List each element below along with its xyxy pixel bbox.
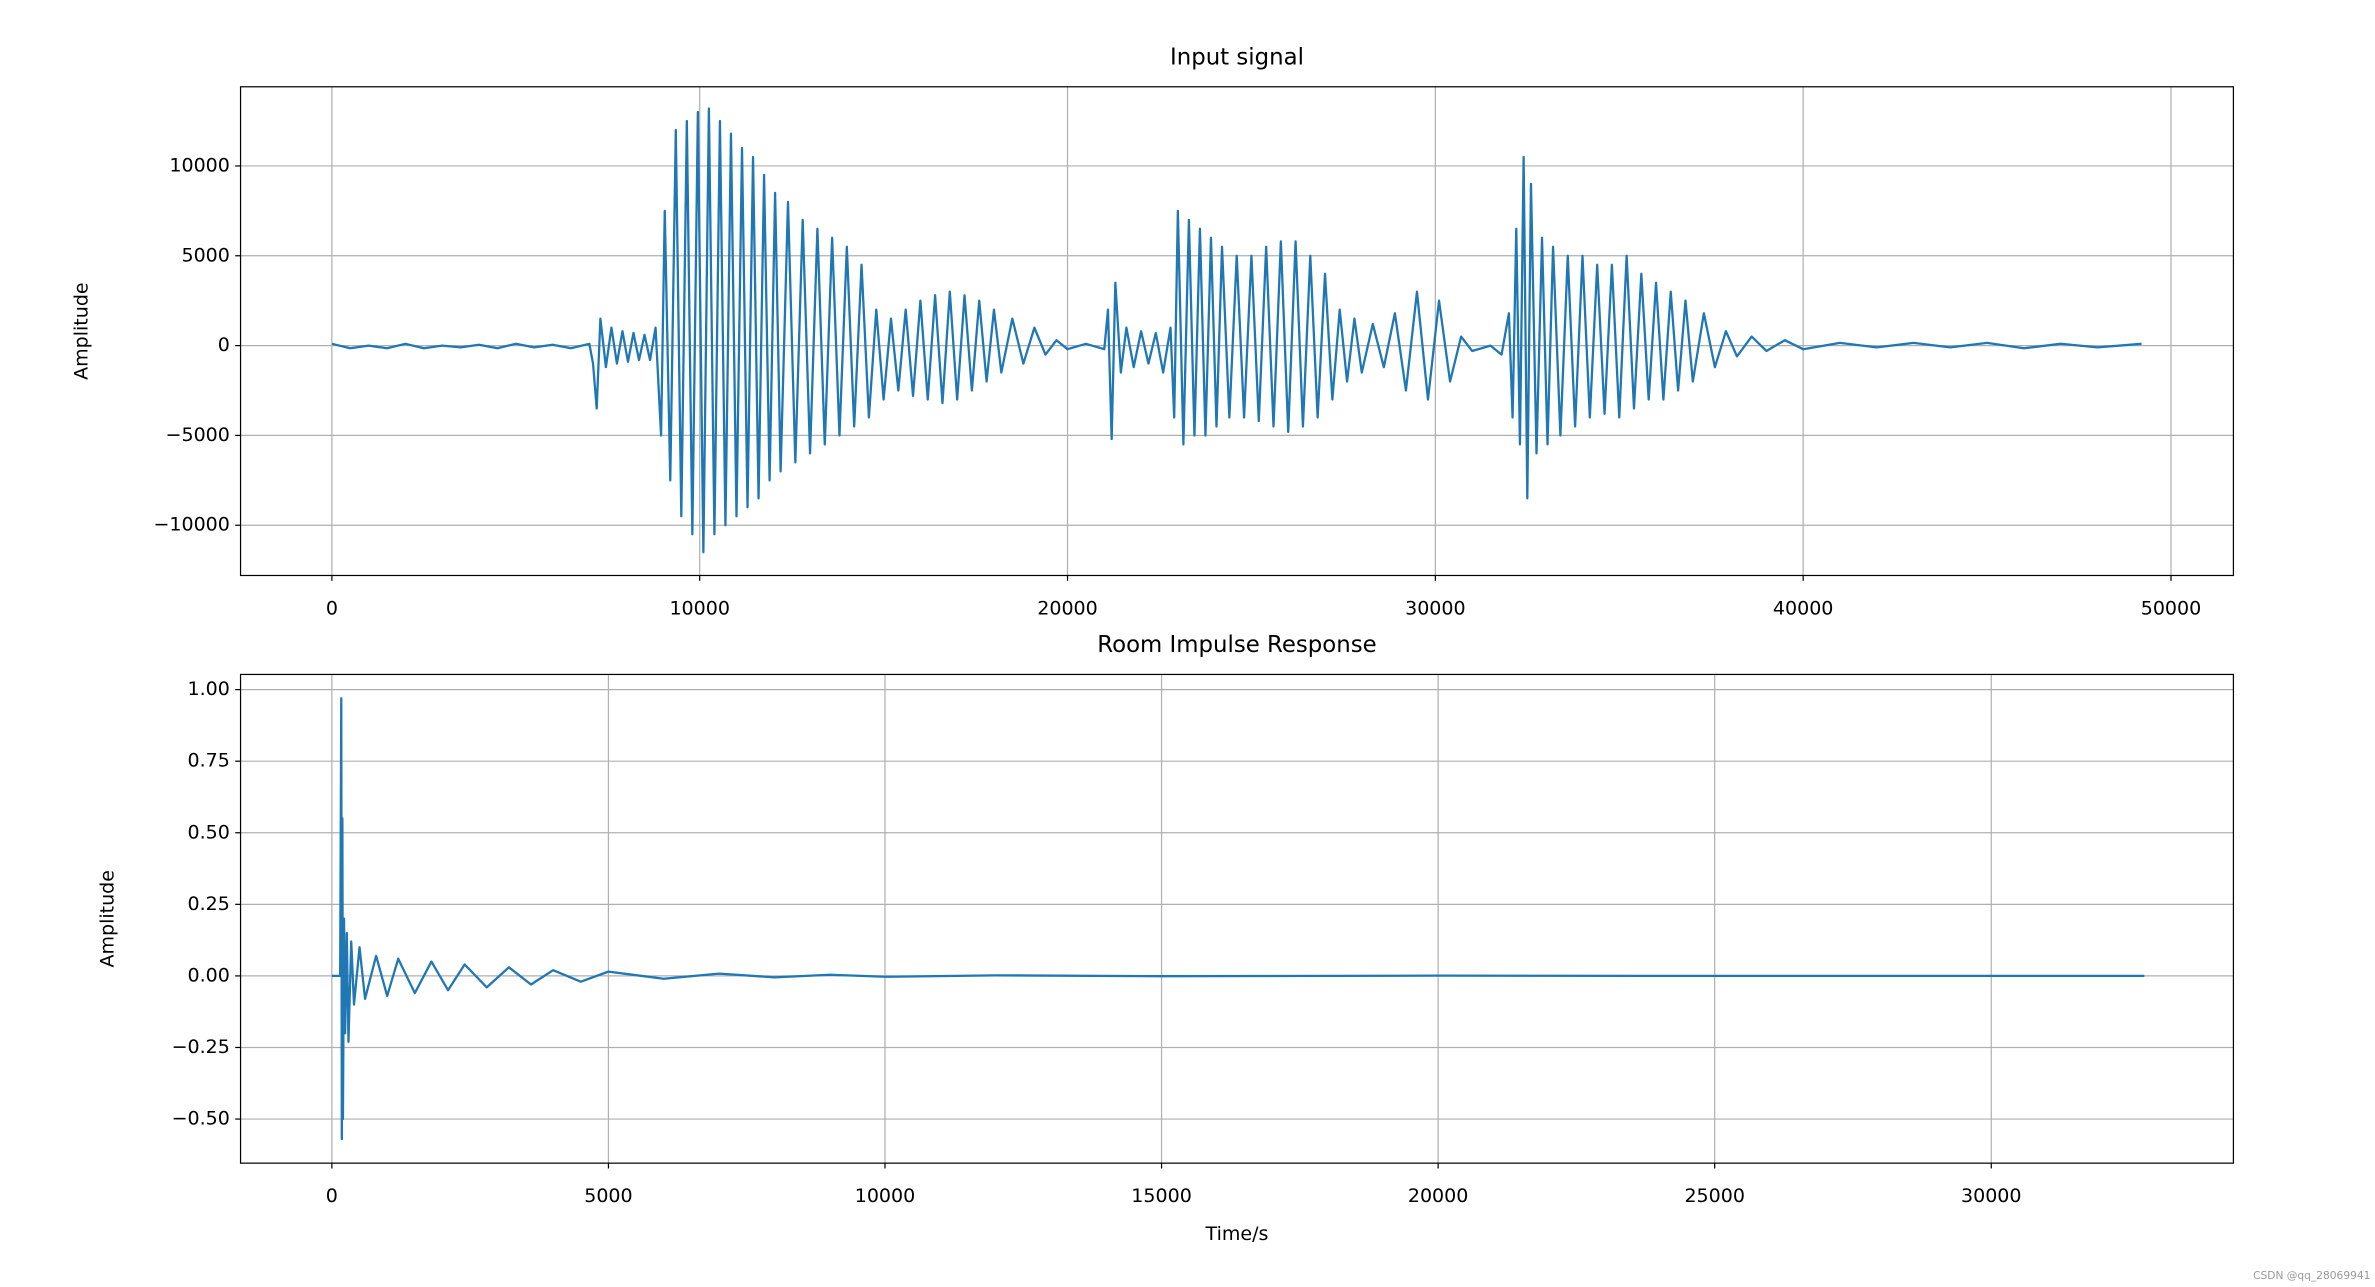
- watermark: CSDN @qq_28069941: [2253, 1269, 2370, 1282]
- x-tick-label: 30000: [1961, 1185, 2021, 1207]
- y-axis-label: Amplitude: [71, 282, 93, 379]
- y-tick-label: 0.75: [188, 750, 230, 772]
- signal-line: [331, 107, 2142, 554]
- x-tick-label: 20000: [1037, 597, 1098, 619]
- axes-frame: [239, 86, 2235, 577]
- x-tick-label: 0: [326, 597, 338, 619]
- x-tick-label: 10000: [669, 597, 730, 619]
- y-tick-label: 0: [218, 334, 230, 356]
- x-tick-label: 40000: [1773, 597, 1833, 619]
- y-axis-label: Amplitude: [97, 870, 119, 967]
- x-tick-label: 25000: [1684, 1185, 1744, 1207]
- x-tick-label: 10000: [855, 1185, 916, 1207]
- x-tick-label: 5000: [584, 1185, 632, 1207]
- x-tick-label: 30000: [1405, 597, 1466, 619]
- x-tick-label: 50000: [2141, 597, 2202, 619]
- x-tick-label: 0: [326, 1185, 338, 1207]
- signal-line: [331, 697, 2145, 1141]
- subplot: 0 5000 10000 15000 20000 25000 30000 −0.50 −0.25…: [97, 632, 2235, 1245]
- subplot-title: Room Impulse Response: [1097, 632, 1376, 658]
- axes-frame: [239, 673, 2235, 1164]
- y-tick-label: 0.00: [188, 964, 230, 986]
- y-tick-label: −0.50: [172, 1108, 230, 1130]
- x-tick-label: 15000: [1131, 1185, 1192, 1207]
- subplot-title: Input signal: [1170, 44, 1304, 70]
- y-tick-label: 10000: [169, 154, 230, 176]
- y-tick-label: −10000: [153, 514, 229, 536]
- y-tick-label: 1.00: [188, 678, 230, 700]
- y-tick-label: −0.25: [172, 1036, 230, 1058]
- y-tick-label: −5000: [166, 424, 230, 446]
- y-tick-label: 5000: [181, 244, 229, 266]
- subplot: 0 10000 20000 30000 40000 50000 −10000 −5000 0 50…: [71, 44, 2235, 619]
- x-tick-label: 20000: [1408, 1185, 1469, 1207]
- y-tick-label: 0.50: [188, 821, 230, 843]
- x-axis-label: Time/s: [1205, 1223, 1269, 1245]
- y-tick-label: 0.25: [188, 893, 230, 915]
